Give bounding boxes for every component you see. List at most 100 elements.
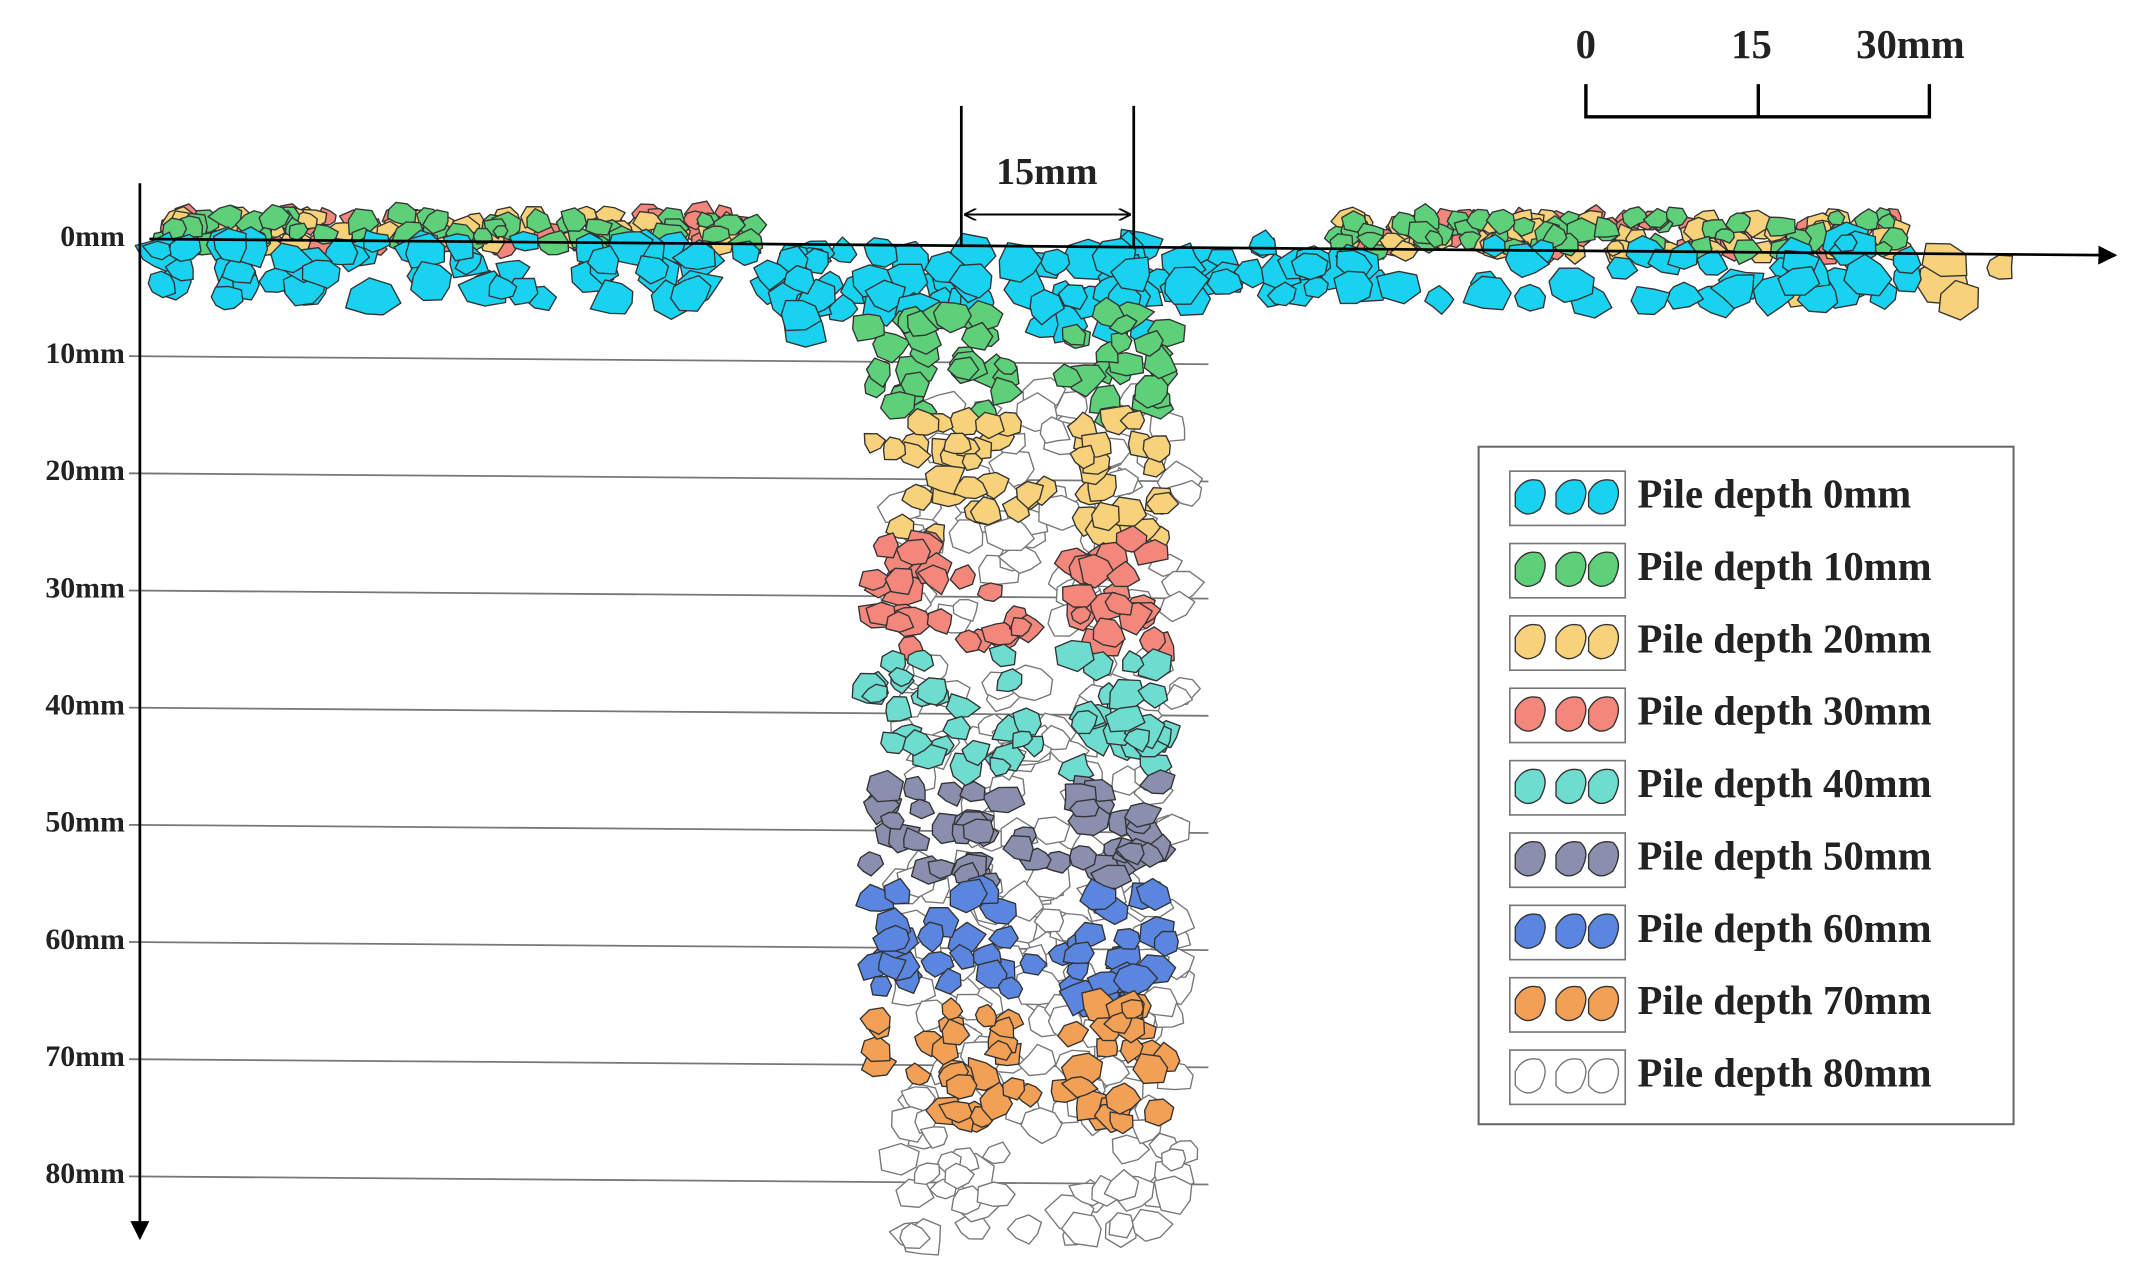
particle [870,975,893,997]
particle [560,207,588,232]
legend-swatch [1514,551,1546,587]
particle [1696,250,1729,276]
particle [803,247,829,275]
depth-label: 50mm [45,806,125,839]
legend-swatch [1555,768,1587,805]
particle [900,371,930,398]
scale-label: 15 [1731,22,1772,67]
particle [856,851,885,877]
particle [1986,254,2014,280]
particle [1642,207,1668,229]
particle [783,264,815,295]
particle [1504,243,1551,279]
particle [954,629,983,654]
particle [997,976,1024,1000]
particle [1133,329,1164,357]
particle [1593,216,1621,238]
legend-swatch [1587,551,1620,587]
legend-label: Pile depth 50mm [1637,833,1931,878]
legend-swatch [1514,768,1546,805]
particle [1062,941,1095,965]
particle [883,877,911,905]
particle [1029,288,1065,326]
legend-swatch [1555,913,1587,949]
legend-swatch [1587,479,1620,515]
particle [147,270,176,299]
particle [345,277,402,316]
particle [882,436,907,461]
particle [961,452,984,472]
particle [966,299,1004,331]
particle [1122,650,1145,674]
particle [422,209,449,235]
particle [1158,590,1196,623]
particle [981,786,1026,814]
particle [1090,864,1133,890]
particle [1143,1098,1175,1127]
particle [1062,584,1098,608]
particle [945,1073,978,1100]
depth-line [129,472,1209,483]
particle [1142,435,1171,463]
legend-swatch [1514,1058,1546,1094]
particle [1606,256,1639,280]
particle [884,567,914,596]
legend-label: Pile depth 30mm [1637,689,1931,734]
particle [983,515,1035,552]
particle [1161,1148,1187,1172]
legend-swatch [1555,1058,1587,1094]
particle [301,259,341,290]
particle [1020,1107,1063,1145]
particle [1054,639,1095,673]
particle [696,211,716,229]
particle [1002,835,1034,862]
particle [878,1142,920,1176]
particle [1266,281,1297,307]
particle [1709,274,1755,310]
particle [1019,953,1048,976]
depth-label: 0mm [60,220,125,253]
particle [1131,1208,1174,1242]
particle [1120,999,1144,1019]
particle [981,1141,1011,1165]
legend-label: Pile depth 70mm [1637,978,1931,1023]
particle [866,769,905,803]
particle [1115,842,1145,866]
particle [1103,1011,1133,1035]
particle [872,330,912,364]
depth-label: 70mm [45,1040,125,1073]
particle [1123,802,1162,828]
particle [961,739,991,767]
scale-bar: 0 15 30mm [1576,22,1965,119]
particle [1106,560,1141,588]
particle [888,666,915,688]
particle [1061,323,1087,346]
legend-swatch [1514,985,1546,1022]
legend-swatch [1555,623,1587,660]
particle [1041,724,1071,751]
particle [1139,626,1167,656]
particle [885,695,913,722]
particle [207,204,243,230]
particle [1630,285,1671,316]
particle [945,693,981,719]
particle [1104,591,1134,616]
particle [141,240,172,261]
particle [492,224,509,238]
particle [1069,444,1095,470]
legend-swatch [1555,841,1587,877]
particle [1104,705,1146,733]
particle [895,538,932,566]
particle [1424,229,1444,249]
particle [1069,798,1100,818]
depth-line [129,355,1209,366]
particle [526,208,553,234]
particle [1018,1043,1057,1077]
particle [970,471,1010,500]
particle [1765,216,1796,237]
particle [410,260,453,302]
particle [953,476,989,500]
particle [1113,928,1141,950]
particle [861,683,888,704]
